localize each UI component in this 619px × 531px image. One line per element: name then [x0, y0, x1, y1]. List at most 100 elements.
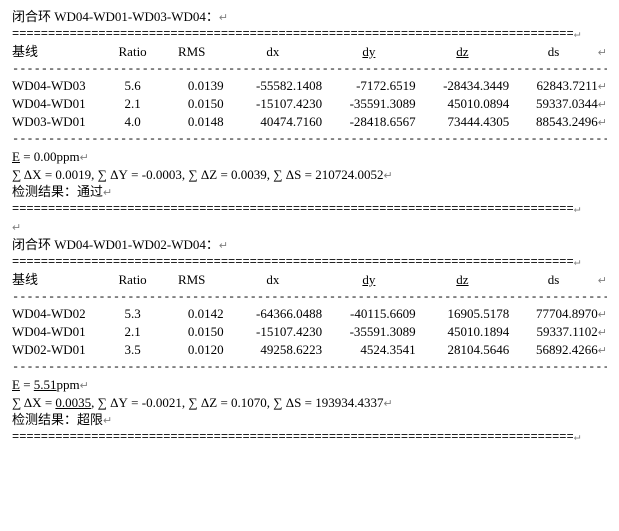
- sum-dx-value: 0.0035: [55, 395, 91, 410]
- return-glyph: ↵: [574, 204, 581, 216]
- table-row: WD04-WD012.10.0150-15107.4230-35591.3089…: [12, 95, 607, 113]
- sum-dz-value: 0.1070: [231, 395, 267, 410]
- sum-dy-value: -0.0021: [142, 395, 182, 410]
- loop-prefix: 闭合环: [12, 9, 54, 24]
- cell-ratio: 5.6: [106, 77, 160, 95]
- divider-dash: ----------------------------------------…: [12, 61, 607, 78]
- col-ds: ds: [509, 43, 598, 61]
- cell-ds: 59337.1102: [509, 323, 598, 341]
- cell-ratio: 5.3: [106, 305, 160, 323]
- cell-rms: 0.0120: [160, 341, 224, 359]
- col-ratio: Ratio: [106, 271, 160, 289]
- return-glyph: ↵: [383, 170, 392, 182]
- sum-dz-label: ∑ ΔZ: [188, 167, 217, 182]
- cell-rms: 0.0150: [160, 323, 224, 341]
- cell-dy: -28418.6567: [322, 113, 416, 131]
- cell-dy: -35591.3089: [322, 95, 416, 113]
- summary-line: ∑ ΔX = 0.0035, ∑ ΔY = -0.0021, ∑ ΔZ = 0.…: [12, 394, 607, 412]
- col-dx: dx: [224, 271, 322, 289]
- cell-dy: -35591.3089: [322, 323, 416, 341]
- return-glyph: ↵: [574, 432, 581, 444]
- sum-dx-value: 0.0019: [55, 167, 91, 182]
- e-ppm: ppm: [57, 377, 80, 392]
- loop-name: WD04-WD01-WD02-WD04: [54, 237, 206, 252]
- divider-dash: ----------------------------------------…: [12, 289, 607, 306]
- cell-dz: 45010.1894: [416, 323, 510, 341]
- col-dy: dy: [322, 271, 416, 289]
- return-glyph: ↵: [598, 274, 607, 289]
- document-page: { "glyph": { "ret": "↵" }, "labels": { "…: [0, 0, 619, 454]
- colon: ：: [206, 9, 219, 24]
- return-glyph: ↵: [80, 380, 89, 392]
- cell-dx: -55582.1408: [224, 77, 322, 95]
- sum-ds-value: 210724.0052: [315, 167, 383, 182]
- loop-name: WD04-WD01-WD03-WD04: [54, 9, 206, 24]
- sum-dx-label: ∑ ΔX: [12, 167, 42, 182]
- blank-line: ↵: [12, 218, 607, 236]
- return-glyph: ↵: [598, 308, 607, 323]
- cell-ratio: 2.1: [106, 323, 160, 341]
- sum-ds-label: ∑ ΔS: [273, 167, 301, 182]
- result-prefix: 检测结果：: [12, 184, 77, 199]
- e-eq: =: [20, 149, 34, 164]
- cell-ds: 56892.4266: [509, 341, 598, 359]
- cell-ds: 77704.8970: [509, 305, 598, 323]
- col-ratio: Ratio: [106, 43, 160, 61]
- return-glyph: ↵: [103, 415, 112, 427]
- return-glyph: ↵: [219, 12, 228, 24]
- return-glyph: ↵: [12, 222, 21, 234]
- cell-rms: 0.0139: [160, 77, 224, 95]
- return-glyph: ↵: [103, 187, 112, 199]
- cell-dx: 40474.7160: [224, 113, 322, 131]
- sum-dy-label: ∑ ΔY: [98, 167, 128, 182]
- sum-dy-value: -0.0003: [142, 167, 182, 182]
- table-row: WD04-WD025.30.0142-64366.0488-40115.6609…: [12, 305, 607, 323]
- cell-dz: 28104.5646: [416, 341, 510, 359]
- cell-name: WD04-WD03: [12, 77, 106, 95]
- return-glyph: ↵: [574, 29, 581, 41]
- table-header: 基线RatioRMSdxdydzds↵: [12, 271, 607, 289]
- col-dy: dy: [322, 43, 416, 61]
- divider-dash: ----------------------------------------…: [12, 359, 607, 376]
- cell-dz: 73444.4305: [416, 113, 510, 131]
- e-line: E = 0.00ppm↵: [12, 148, 607, 166]
- result-value: 超限: [77, 412, 103, 427]
- result-prefix: 检测结果：: [12, 412, 77, 427]
- table-header: 基线RatioRMSdxdydzds↵: [12, 43, 607, 61]
- col-dz: dz: [416, 43, 510, 61]
- result-value: 通过: [77, 184, 103, 199]
- return-glyph: ↵: [598, 116, 607, 131]
- cell-dx: 49258.6223: [224, 341, 322, 359]
- cell-dz: 45010.0894: [416, 95, 510, 113]
- table-row: WD04-WD012.10.0150-15107.4230-35591.3089…: [12, 323, 607, 341]
- return-glyph: ↵: [598, 326, 607, 341]
- summary-line: ∑ ΔX = 0.0019, ∑ ΔY = -0.0003, ∑ ΔZ = 0.…: [12, 166, 607, 184]
- e-value: 5.51: [34, 377, 57, 392]
- divider-double: ========================================…: [12, 26, 607, 43]
- e-line: E = 5.51ppm↵: [12, 376, 607, 394]
- cell-rms: 0.0142: [160, 305, 224, 323]
- divider-dash: ----------------------------------------…: [12, 131, 607, 148]
- sum-ds-value: 193934.4337: [315, 395, 383, 410]
- divider-double: ========================================…: [12, 254, 607, 271]
- table-row: WD02-WD013.50.012049258.62234524.3541281…: [12, 341, 607, 359]
- cell-dy: 4524.3541: [322, 341, 416, 359]
- cell-ratio: 3.5: [106, 341, 160, 359]
- cell-dy: -40115.6609: [322, 305, 416, 323]
- return-glyph: ↵: [383, 398, 392, 410]
- col-baseline: 基线: [12, 271, 106, 289]
- return-glyph: ↵: [598, 344, 607, 359]
- col-dx: dx: [224, 43, 322, 61]
- col-baseline: 基线: [12, 43, 106, 61]
- sum-ds-label: ∑ ΔS: [273, 395, 301, 410]
- e-label: E: [12, 376, 20, 394]
- return-glyph: ↵: [574, 257, 581, 269]
- loop-title: 闭合环 WD04-WD01-WD03-WD04：↵: [12, 8, 607, 26]
- sum-dx-label: ∑ ΔX: [12, 395, 42, 410]
- result-line: 检测结果：超限↵: [12, 411, 607, 429]
- sum-dz-value: 0.0039: [231, 167, 267, 182]
- loop-title: 闭合环 WD04-WD01-WD02-WD04：↵: [12, 236, 607, 254]
- result-line: 检测结果：通过↵: [12, 183, 607, 201]
- cell-rms: 0.0150: [160, 95, 224, 113]
- render-root: 闭合环 WD04-WD01-WD03-WD04：↵===============…: [12, 8, 607, 446]
